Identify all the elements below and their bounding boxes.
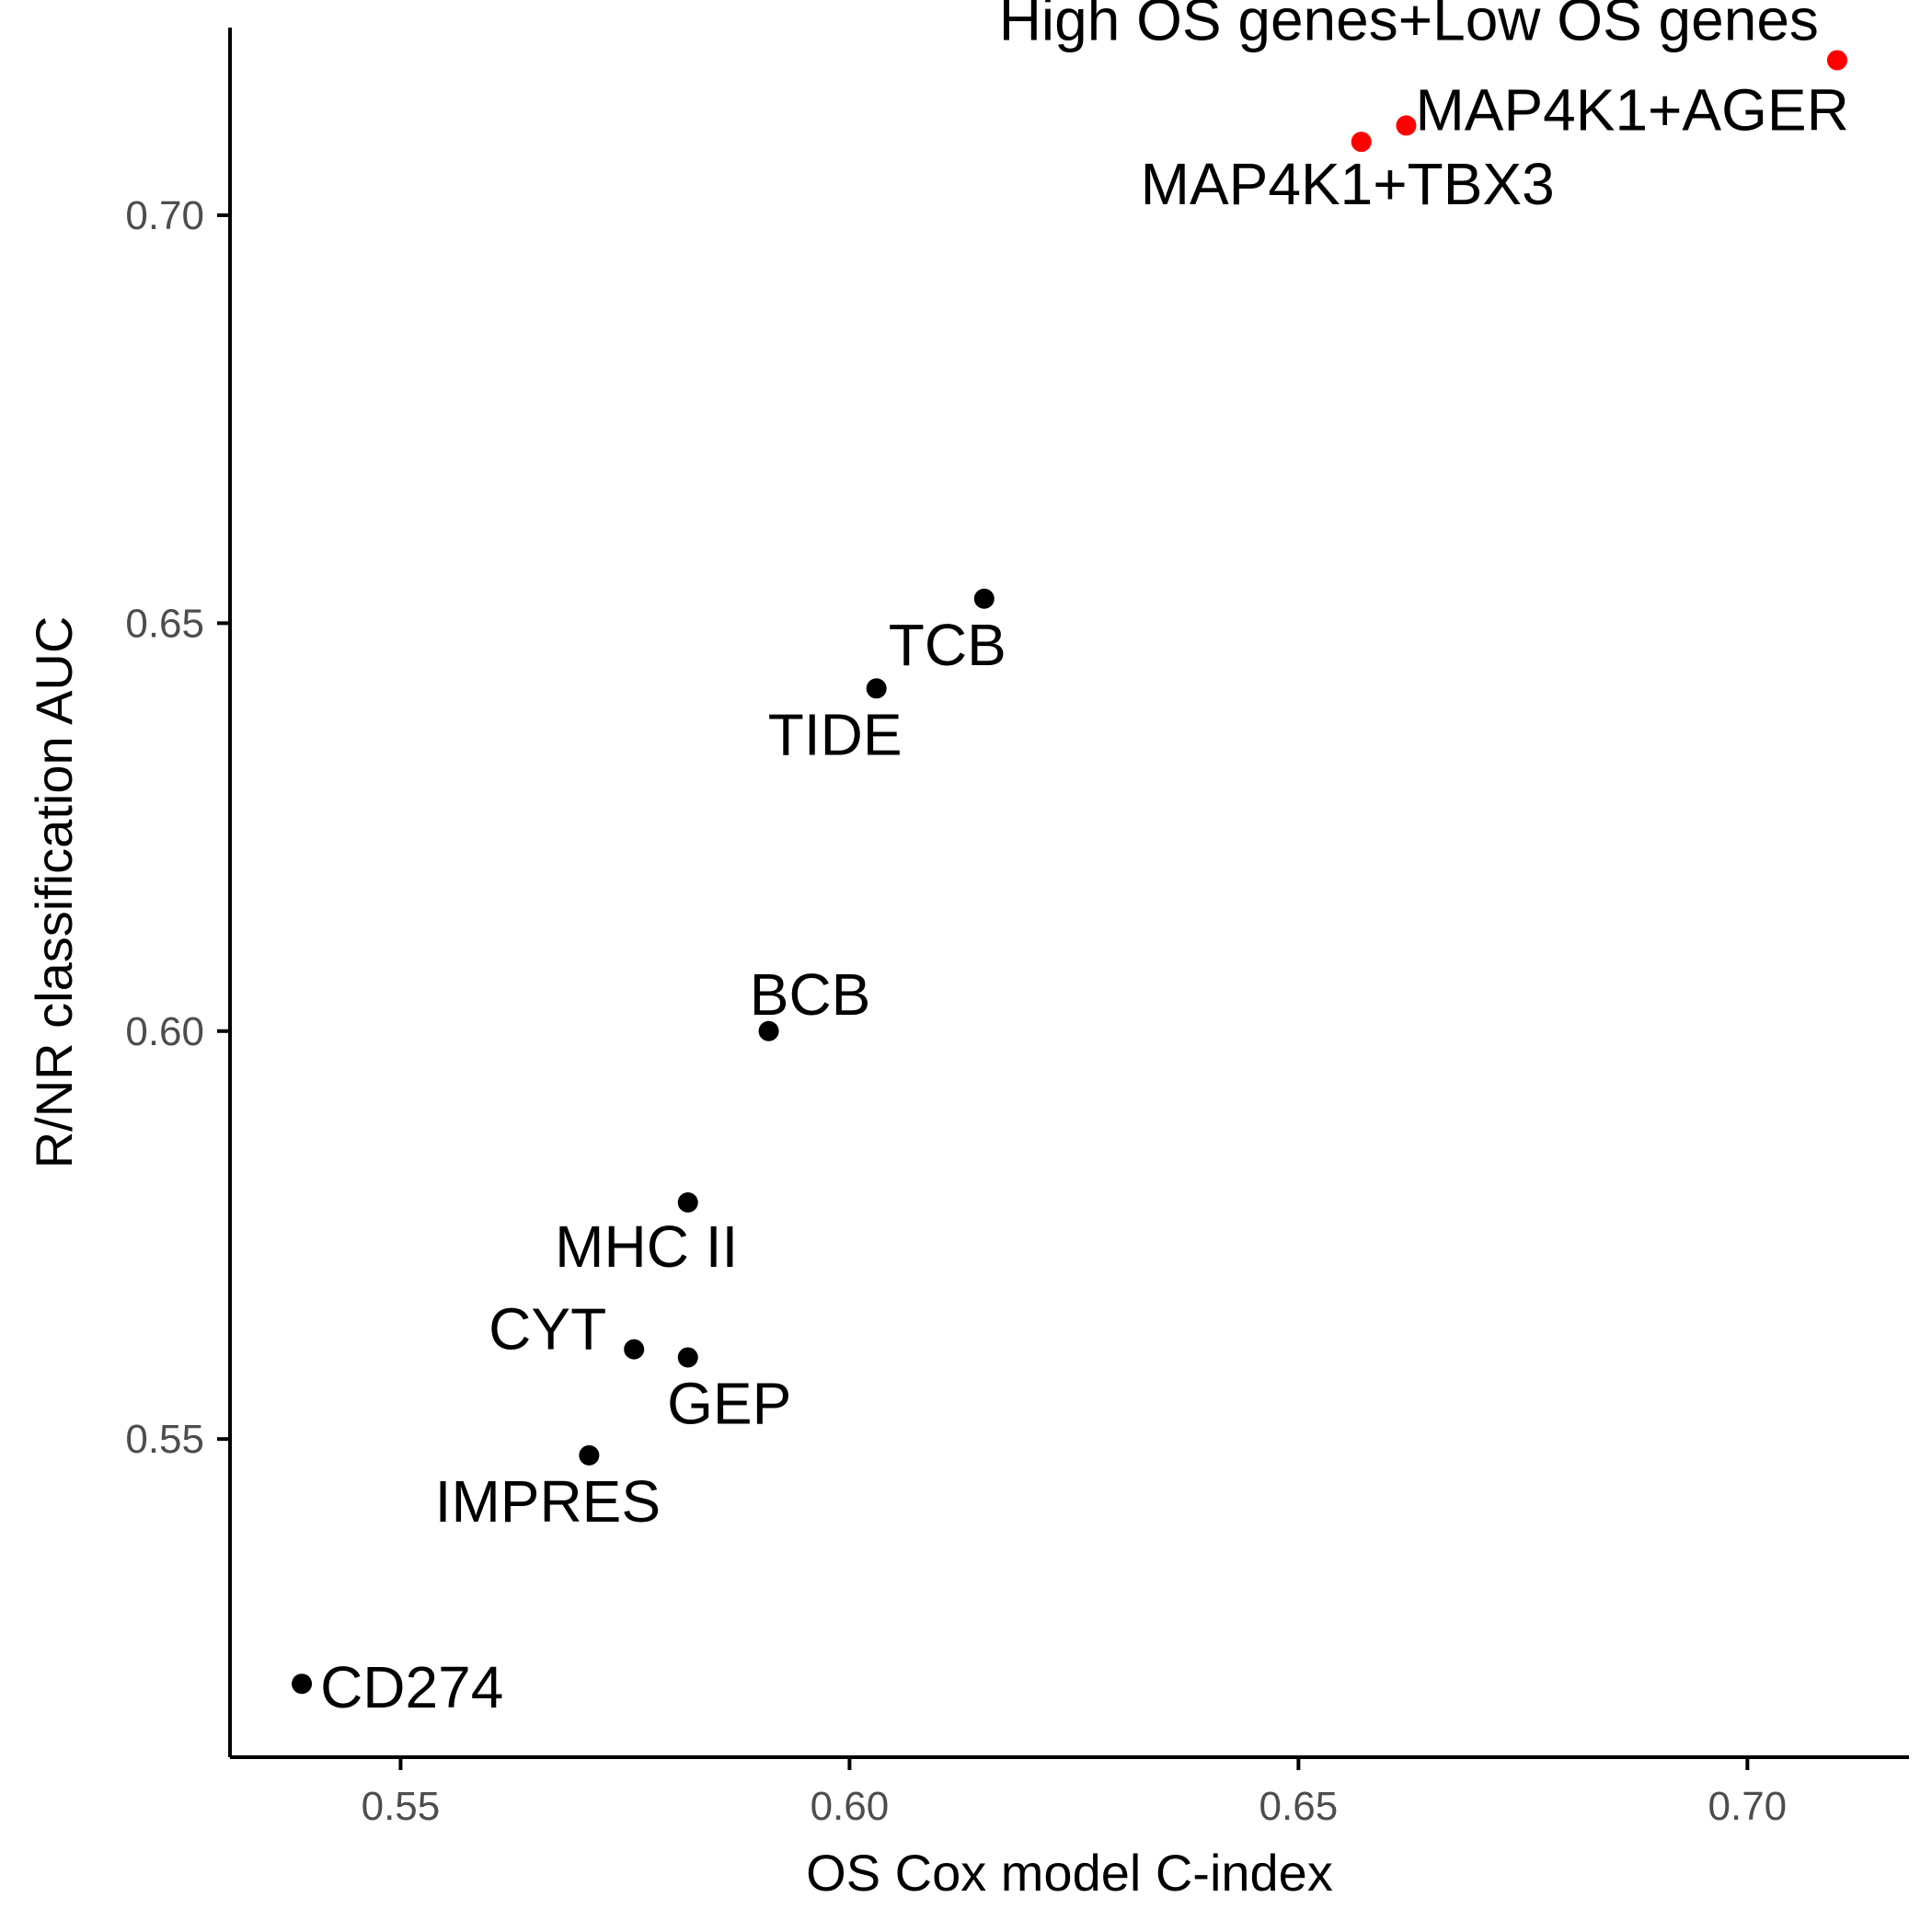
y-tick-label: 0.70 [125, 193, 204, 238]
y-axis-ticks: 0.55 0.60 0.65 0.70 [125, 193, 230, 1462]
x-axis-title: OS Cox model C-index [806, 1844, 1333, 1902]
data-point [758, 1020, 779, 1041]
y-tick-label: 0.65 [125, 601, 204, 646]
data-point [973, 588, 995, 609]
point-label: High OS genes+Low OS genes [999, 0, 1819, 52]
point-label: IMPRES [435, 1468, 661, 1535]
x-axis-ticks: 0.55 0.60 0.65 0.70 [362, 1757, 1788, 1829]
x-tick-label: 0.55 [362, 1784, 441, 1829]
data-point [1826, 50, 1847, 71]
data-point [292, 1673, 313, 1695]
data-point [1396, 115, 1417, 136]
data-point [866, 678, 887, 699]
y-tick-label: 0.60 [125, 1009, 204, 1054]
point-label: TIDE [768, 701, 903, 767]
point-label: MAP4K1+AGER [1415, 76, 1848, 143]
data-point [579, 1444, 600, 1466]
x-tick-label: 0.70 [1708, 1784, 1788, 1829]
point-label: BCB [750, 961, 871, 1028]
y-tick-label: 0.55 [125, 1417, 204, 1462]
y-axis-title: R/NR classification AUC [25, 616, 83, 1169]
x-tick-label: 0.60 [811, 1784, 890, 1829]
point-label: MHC II [555, 1213, 738, 1280]
x-tick-label: 0.65 [1259, 1784, 1339, 1829]
data-point [677, 1191, 698, 1213]
data-points [292, 50, 1847, 1695]
point-labels: High OS genes+Low OS genes MAP4K1+AGER MAP… [320, 0, 1849, 1720]
data-point [677, 1347, 698, 1368]
point-label: TCB [889, 612, 1006, 678]
point-label: MAP4K1+TBX3 [1141, 151, 1555, 217]
data-point [624, 1339, 645, 1360]
point-label: CYT [489, 1296, 606, 1363]
point-label: GEP [667, 1370, 791, 1436]
data-point [1351, 132, 1372, 153]
point-label: CD274 [320, 1654, 503, 1720]
